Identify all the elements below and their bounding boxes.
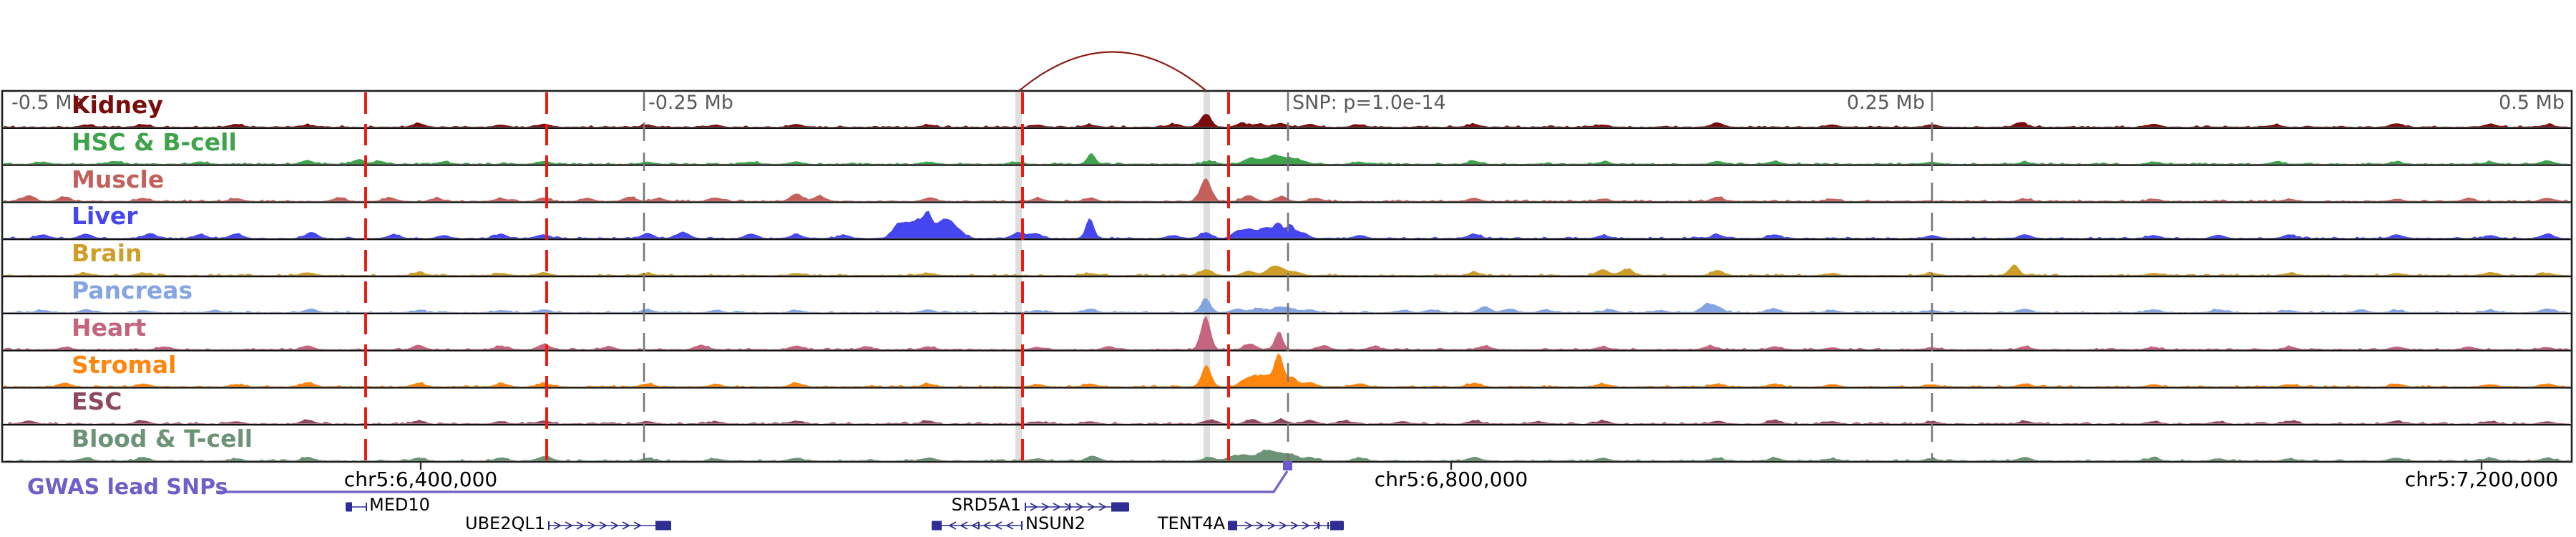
gwas-snp-line [216,470,1289,493]
signal-track-liver [4,211,2569,238]
track-label-blood-t-cell: Blood & T-cell [72,425,253,453]
track-label-muscle: Muscle [72,165,165,193]
signal-track-brain [4,264,2569,276]
track-label-brain: Brain [72,239,142,268]
gene-glyph-nsun2 [932,521,1023,531]
signal-track-pancreas [4,298,2569,313]
interaction-arc [1018,51,1207,92]
gene-label-nsun2: NSUN2 [1025,513,1085,533]
gwas-snp-marker [1283,461,1292,470]
ruler-label-snp-p-1-0e-14: SNP: p=1.0e-14 [1292,92,1446,114]
signal-track-esc [4,417,2569,424]
track-label-esc: ESC [72,387,122,416]
signal-track-hsc-b-cell [4,153,2569,165]
ruler-label-0-25-mb: 0.25 Mb [1846,92,1925,114]
signal-track-blood-t-cell [4,449,2569,461]
gene-glyph-srd5a1 [1025,502,1129,512]
ruler-label-0-5-mb: 0.5 Mb [2499,92,2565,114]
signal-track-stromal [4,353,2569,387]
track-label-hsc-b-cell: HSC & B-cell [72,127,237,156]
gene-glyph-med10 [346,502,367,512]
coordinate-label-0: chr5:6,400,000 [343,468,498,491]
gene-label-med10: MED10 [369,495,430,515]
gwas-lead-snps-label: GWAS lead SNPs [27,475,228,500]
track-label-pancreas: Pancreas [72,276,193,304]
signal-track-heart [4,316,2569,350]
track-label-liver: Liver [72,202,138,231]
coordinate-label-2: chr5:7,200,000 [2404,468,2559,491]
gene-label-ube2ql1: UBE2QL1 [465,513,545,533]
gene-label-srd5a1: SRD5A1 [951,495,1021,515]
track-label-kidney: Kidney [72,91,163,119]
gene-glyph-tent4a [1228,521,1344,531]
ruler-label-0-25-mb: -0.25 Mb [648,92,733,114]
track-label-heart: Heart [72,313,147,342]
gene-glyph-ube2ql1 [548,521,671,531]
track-label-stromal: Stromal [72,350,177,379]
signal-track-kidney [4,113,2569,127]
gene-label-tent4a: TENT4A [1157,513,1225,533]
ruler-label-0-5-mb: -0.5 Mb [11,92,84,114]
coordinate-label-1: chr5:6,800,000 [1374,468,1528,491]
signal-track-muscle [4,178,2569,201]
